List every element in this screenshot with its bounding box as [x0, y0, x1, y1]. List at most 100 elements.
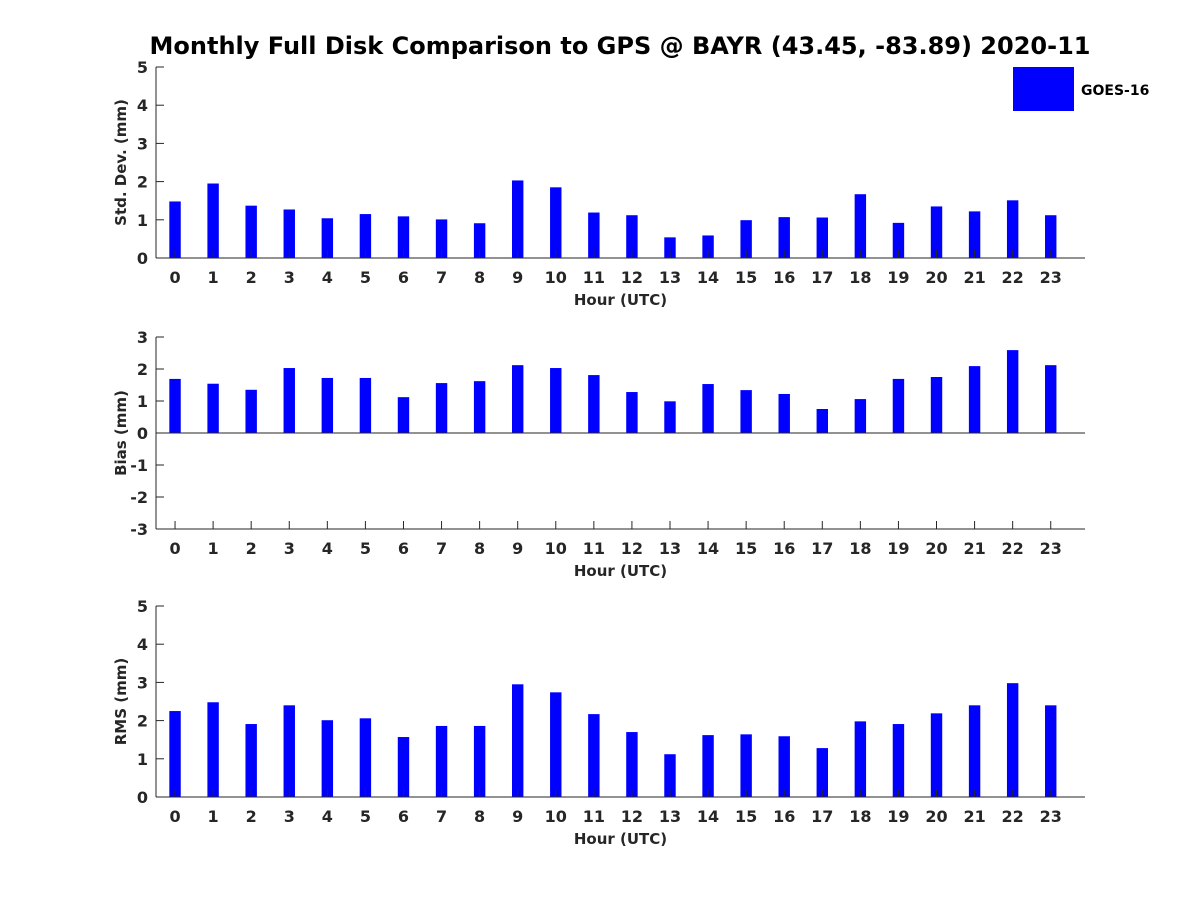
bar-bias-hour-10: [550, 368, 562, 433]
bar-bias-hour-23: [1045, 365, 1057, 433]
x-tick-label-rms: 22: [1002, 807, 1024, 826]
x-tick-label-bias: 7: [436, 539, 447, 558]
x-tick-label-stddev: 16: [773, 268, 795, 287]
x-tick-label-stddev: 12: [621, 268, 643, 287]
x-tick-label-bias: 4: [322, 539, 333, 558]
x-tick-label-bias: 19: [887, 539, 909, 558]
bar-rms-hour-23: [1045, 705, 1057, 797]
bar-stddev-hour-0: [169, 201, 181, 258]
bar-bias-hour-15: [740, 390, 752, 433]
x-axis-label-stddev: Hour (UTC): [574, 291, 667, 309]
bar-bias-hour-9: [511, 365, 524, 433]
bar-stddev-hour-20: [930, 206, 943, 258]
x-tick-label-stddev: 10: [545, 268, 567, 287]
x-tick-label-bias: 3: [284, 539, 295, 558]
bar-rms-hour-18: [854, 721, 867, 797]
x-tick-label-bias: 15: [735, 539, 757, 558]
y-axis-label-rms: RMS (mm): [112, 658, 130, 745]
x-tick-label-bias: 23: [1040, 539, 1062, 558]
y-tick-label-bias: -2: [130, 488, 148, 507]
x-tick-label-bias: 1: [208, 539, 219, 558]
legend-label: GOES-16: [1081, 83, 1149, 99]
bar-stddev-hour-9: [511, 180, 524, 258]
x-tick-label-rms: 9: [512, 807, 523, 826]
bar-rms-hour-22: [1006, 683, 1019, 797]
bar-stddev-hour-3: [283, 209, 295, 258]
bar-bias-hour-19: [892, 378, 905, 433]
y-tick-label-stddev: 5: [137, 58, 148, 77]
bar-stddev-hour-14: [702, 235, 714, 258]
bar-rms-hour-0: [169, 711, 181, 797]
x-tick-label-rms: 23: [1040, 807, 1062, 826]
bar-stddev-hour-7: [435, 219, 448, 258]
x-tick-label-bias: 10: [545, 539, 567, 558]
x-tick-label-bias: 18: [849, 539, 871, 558]
y-tick-label-stddev: 0: [137, 249, 148, 268]
bar-rms-hour-15: [740, 734, 752, 797]
x-tick-label-stddev: 19: [887, 268, 909, 287]
y-tick-label-stddev: 1: [137, 211, 148, 230]
x-tick-label-bias: 5: [360, 539, 371, 558]
x-tick-label-stddev: 20: [925, 268, 947, 287]
bar-bias-hour-16: [778, 393, 790, 433]
x-tick-label-bias: 9: [512, 539, 523, 558]
x-tick-label-rms: 20: [925, 807, 947, 826]
y-tick-label-stddev: 4: [137, 96, 148, 115]
x-tick-label-rms: 11: [583, 807, 605, 826]
bar-bias-hour-18: [854, 399, 867, 433]
x-tick-label-rms: 18: [849, 807, 871, 826]
x-tick-label-bias: 11: [583, 539, 605, 558]
y-tick-label-rms: 0: [137, 788, 148, 807]
bar-rms-hour-19: [892, 724, 905, 797]
x-tick-label-rms: 17: [811, 807, 833, 826]
bar-bias-hour-6: [397, 397, 410, 433]
y-tick-label-bias: 0: [137, 424, 148, 443]
x-tick-label-rms: 5: [360, 807, 371, 826]
x-tick-label-stddev: 21: [963, 268, 985, 287]
bar-rms-hour-6: [397, 737, 410, 797]
bar-bias-hour-7: [435, 383, 448, 433]
bar-stddev-hour-4: [321, 218, 334, 258]
y-tick-label-rms: 4: [137, 635, 148, 654]
legend: GOES-16: [1013, 67, 1149, 111]
bar-bias-hour-14: [702, 384, 714, 433]
bar-rms-hour-3: [283, 705, 295, 797]
y-axis-label-stddev: Std. Dev. (mm): [112, 99, 130, 226]
bar-bias-hour-0: [169, 378, 181, 433]
bar-stddev-hour-13: [664, 237, 676, 258]
x-tick-label-stddev: 4: [322, 268, 333, 287]
bar-rms-hour-5: [359, 718, 372, 797]
x-tick-label-stddev: 18: [849, 268, 871, 287]
x-tick-label-bias: 0: [169, 539, 180, 558]
bar-rms-hour-8: [473, 725, 486, 797]
y-tick-label-bias: -1: [130, 456, 148, 475]
x-tick-label-rms: 21: [963, 807, 985, 826]
bar-rms-hour-17: [816, 748, 828, 797]
bar-bias-hour-17: [816, 409, 828, 433]
x-tick-label-rms: 3: [284, 807, 295, 826]
x-tick-label-bias: 16: [773, 539, 795, 558]
y-tick-label-bias: 3: [137, 328, 148, 347]
bar-rms-hour-14: [702, 735, 714, 797]
x-tick-label-stddev: 17: [811, 268, 833, 287]
x-tick-label-bias: 2: [246, 539, 257, 558]
bar-stddev-hour-17: [816, 217, 828, 258]
x-tick-label-stddev: 11: [583, 268, 605, 287]
bar-bias-hour-2: [245, 389, 257, 433]
x-tick-label-stddev: 15: [735, 268, 757, 287]
bar-stddev-hour-18: [854, 194, 867, 258]
y-tick-label-rms: 2: [137, 712, 148, 731]
bar-bias-hour-3: [283, 368, 295, 433]
bar-bias-hour-21: [968, 366, 981, 433]
bar-rms-hour-16: [778, 736, 790, 797]
bar-rms-hour-20: [930, 713, 943, 797]
bar-stddev-hour-5: [359, 214, 372, 258]
bar-rms-hour-1: [207, 702, 219, 797]
y-tick-label-bias: 2: [137, 360, 148, 379]
